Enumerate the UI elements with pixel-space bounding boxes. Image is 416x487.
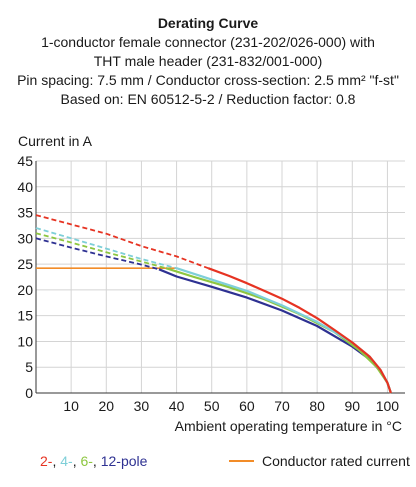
chart-title-block: Derating Curve 1-conductor female connec… bbox=[0, 14, 416, 109]
y-tick-labels: 0 5 10 15 20 25 30 35 40 45 bbox=[17, 153, 33, 401]
legend-rated-label: Conductor rated current bbox=[262, 453, 410, 469]
series-2-dashed bbox=[35, 214, 209, 270]
y-axis-label: Current in A bbox=[18, 133, 93, 149]
y-tick-label: 15 bbox=[17, 308, 33, 324]
series-12pole-dashed bbox=[35, 237, 160, 271]
y-tick-label: 25 bbox=[17, 256, 33, 272]
chart-title: Derating Curve bbox=[157, 15, 259, 31]
y-tick-label: 40 bbox=[17, 179, 33, 195]
x-tick-label: 70 bbox=[274, 398, 290, 414]
legend-series-part: , bbox=[52, 453, 60, 469]
y-tick-label: 10 bbox=[17, 333, 33, 349]
series-2-solid bbox=[207, 267, 392, 394]
series-lines bbox=[35, 214, 392, 394]
series-6-dashed bbox=[35, 232, 167, 270]
x-tick-label: 20 bbox=[98, 398, 114, 414]
x-tick-label: 40 bbox=[169, 398, 185, 414]
legend: 2-, 4-, 6-, 12-pole Conductor rated curr… bbox=[40, 453, 410, 469]
legend-series-part: 12-pole bbox=[101, 453, 148, 469]
legend-series-part: , bbox=[93, 453, 101, 469]
x-tick-label: 10 bbox=[63, 398, 79, 414]
chart-subtitle-line-3: Pin spacing: 7.5 mm / Conductor cross-se… bbox=[17, 72, 399, 88]
grid bbox=[35, 160, 405, 394]
x-tick-label: 100 bbox=[376, 398, 400, 414]
legend-series-part: 4- bbox=[60, 453, 73, 469]
x-axis-label: Ambient operating temperature in °C bbox=[175, 418, 402, 434]
chart-subtitle-line-1: 1-conductor female connector (231-202/02… bbox=[41, 34, 375, 50]
chart-subtitle-line-4: Based on: EN 60512-5-2 / Reduction facto… bbox=[60, 91, 356, 107]
legend-series-part: , bbox=[73, 453, 81, 469]
chart-subtitle-line-2: THT male header (231-832/001-000) bbox=[93, 53, 323, 69]
y-tick-label: 20 bbox=[17, 282, 33, 298]
series-12pole-solid bbox=[158, 268, 392, 394]
y-tick-label: 35 bbox=[17, 205, 33, 221]
x-tick-label: 90 bbox=[344, 398, 360, 414]
x-tick-label: 60 bbox=[239, 398, 255, 414]
y-tick-label: 45 bbox=[17, 153, 33, 169]
legend-series-part: 2- bbox=[40, 453, 53, 469]
x-tick-labels: 10 20 30 40 50 60 70 80 90 100 bbox=[63, 398, 399, 414]
x-tick-label: 50 bbox=[204, 398, 220, 414]
series-6-solid bbox=[165, 267, 392, 394]
series-4-dashed bbox=[35, 227, 177, 270]
y-tick-label: 0 bbox=[25, 385, 33, 401]
x-tick-label: 30 bbox=[134, 398, 150, 414]
legend-series-part: 6- bbox=[80, 453, 93, 469]
x-tick-label: 80 bbox=[309, 398, 325, 414]
y-tick-label: 30 bbox=[17, 230, 33, 246]
legend-series-label: 2-, 4-, 6-, 12-pole bbox=[40, 453, 148, 469]
y-tick-label: 5 bbox=[25, 359, 33, 375]
